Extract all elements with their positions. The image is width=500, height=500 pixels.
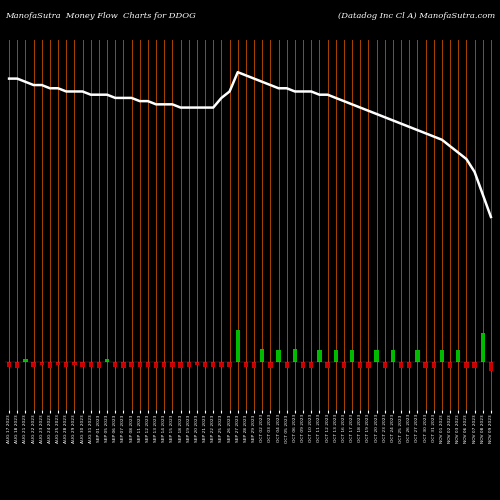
Bar: [138, 362, 142, 366]
Bar: [113, 362, 117, 366]
Bar: [456, 350, 460, 362]
Bar: [276, 350, 281, 362]
Bar: [121, 362, 126, 368]
Bar: [56, 362, 60, 365]
Bar: [284, 362, 289, 368]
Bar: [472, 362, 477, 368]
Bar: [178, 362, 183, 368]
Bar: [162, 362, 166, 366]
Bar: [448, 362, 452, 368]
Text: (Datadog Inc Cl A) ManofaSutra.com: (Datadog Inc Cl A) ManofaSutra.com: [338, 12, 495, 20]
Bar: [488, 362, 493, 372]
Bar: [326, 362, 330, 368]
Bar: [382, 362, 387, 368]
Bar: [146, 362, 150, 366]
Bar: [130, 362, 134, 366]
Bar: [366, 362, 370, 368]
Bar: [268, 362, 272, 368]
Bar: [72, 362, 76, 365]
Bar: [194, 362, 199, 365]
Bar: [317, 350, 322, 362]
Bar: [32, 362, 36, 366]
Bar: [260, 349, 264, 362]
Bar: [252, 362, 256, 368]
Bar: [432, 362, 436, 368]
Bar: [415, 350, 420, 362]
Bar: [64, 362, 68, 366]
Bar: [219, 362, 224, 366]
Bar: [40, 362, 44, 365]
Bar: [80, 362, 85, 366]
Bar: [292, 349, 297, 362]
Bar: [48, 362, 52, 368]
Bar: [154, 362, 158, 368]
Bar: [424, 362, 428, 368]
Bar: [105, 359, 110, 362]
Bar: [15, 362, 20, 368]
Bar: [170, 362, 174, 366]
Bar: [407, 362, 412, 368]
Bar: [23, 359, 28, 362]
Bar: [309, 362, 314, 368]
Bar: [374, 350, 379, 362]
Bar: [342, 362, 346, 368]
Bar: [399, 362, 404, 368]
Bar: [390, 350, 395, 362]
Bar: [244, 362, 248, 366]
Bar: [228, 362, 232, 366]
Bar: [96, 362, 101, 368]
Bar: [440, 350, 444, 362]
Bar: [464, 362, 468, 368]
Text: ManofaSutra  Money Flow  Charts for DDOG: ManofaSutra Money Flow Charts for DDOG: [5, 12, 196, 20]
Bar: [301, 362, 306, 368]
Bar: [350, 350, 354, 362]
Bar: [203, 362, 207, 366]
Bar: [334, 350, 338, 362]
Bar: [480, 333, 485, 362]
Bar: [358, 362, 362, 368]
Bar: [236, 330, 240, 362]
Bar: [7, 362, 12, 366]
Bar: [211, 362, 216, 366]
Bar: [186, 362, 191, 366]
Bar: [88, 362, 93, 366]
